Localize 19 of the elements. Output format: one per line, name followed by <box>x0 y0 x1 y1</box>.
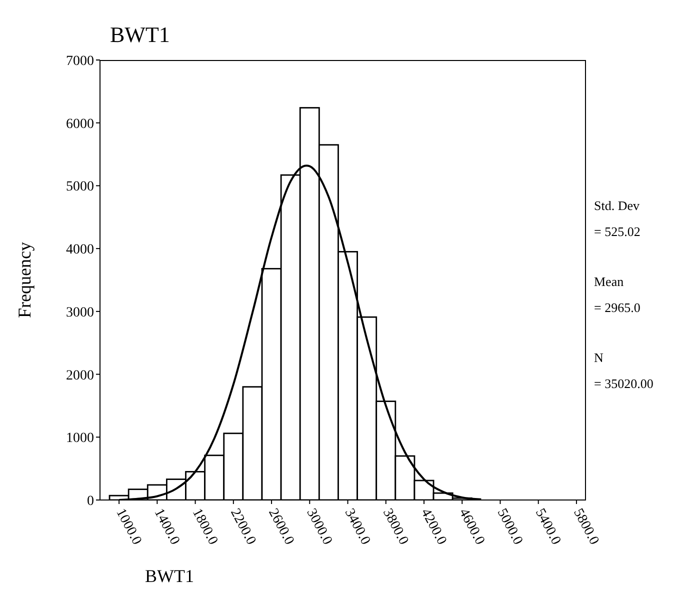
y-tick-label: 2000 <box>66 368 94 384</box>
text: = 525.02 <box>594 224 642 240</box>
y-tick-label: 0 <box>87 494 94 509</box>
text: Std. Dev <box>594 198 640 214</box>
y-tick-label: 6000 <box>66 116 94 132</box>
y-axis-title: Frequency <box>14 242 36 318</box>
y-tick-label: 7000 <box>66 54 94 69</box>
x-axis-title: BWT1 <box>145 566 194 587</box>
y-tick-label: 1000 <box>66 431 94 446</box>
text: = 2965.0 <box>594 300 642 316</box>
x-tick-label: 4200.0 <box>418 506 449 548</box>
text: N <box>594 350 604 366</box>
chart-title: BWT1 <box>110 22 170 48</box>
y-tick-label: 3000 <box>66 305 94 320</box>
text: Mean <box>594 274 625 290</box>
x-tick-label: 4600.0 <box>456 506 488 548</box>
y-tick-label: 4000 <box>66 242 94 258</box>
y-tick-label: 5000 <box>66 180 94 195</box>
text: = 35020.00 <box>594 376 654 392</box>
